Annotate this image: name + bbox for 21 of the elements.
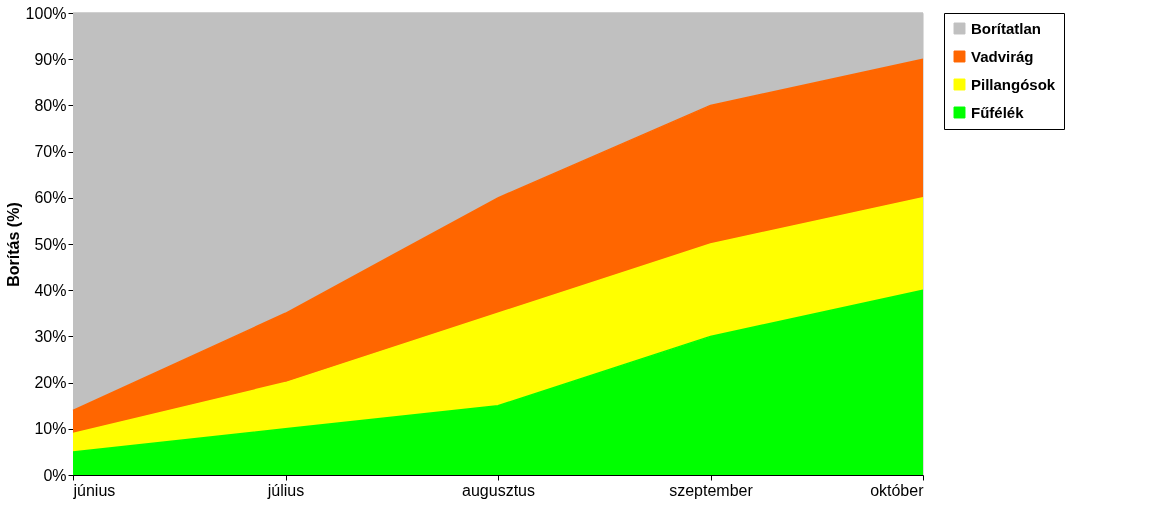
y-tick-label: 0% xyxy=(43,466,67,484)
x-tick-label: június xyxy=(72,481,116,499)
legend-label: Borítatlan xyxy=(971,19,1042,37)
y-tick-label: 100% xyxy=(25,4,67,22)
y-tick-label: 50% xyxy=(34,235,67,253)
x-tick-label: október xyxy=(870,481,925,499)
x-tick-label: július xyxy=(266,481,305,499)
y-tick-label: 80% xyxy=(34,96,67,114)
y-tick-label: 70% xyxy=(34,143,67,161)
y-tick-label: 40% xyxy=(34,281,67,299)
legend-label: Vadvirág xyxy=(971,47,1034,65)
x-tick-label: augusztus xyxy=(462,481,535,499)
y-axis-title: Borítás (%) xyxy=(4,202,22,287)
y-tick-label: 90% xyxy=(34,50,67,68)
x-tick-label: szeptember xyxy=(669,481,754,499)
legend-label: Pillangósok xyxy=(971,75,1056,93)
legend-label: Fűfélék xyxy=(971,103,1025,121)
y-tick-label: 20% xyxy=(34,374,67,392)
y-tick-label: 60% xyxy=(34,189,67,207)
y-tick-label: 30% xyxy=(34,327,67,345)
y-tick-label: 10% xyxy=(34,420,67,438)
